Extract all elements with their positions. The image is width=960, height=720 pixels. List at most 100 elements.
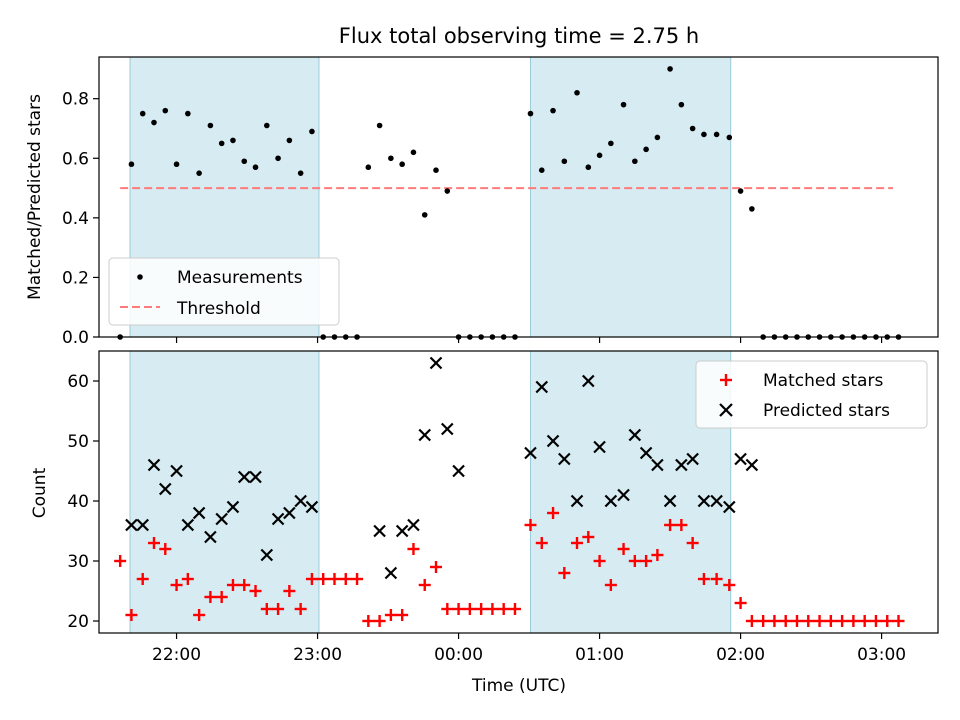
predicted-star-point: [628, 428, 642, 442]
observing-interval-shading-bottom: [129, 350, 732, 634]
x-tick-label: 23:00: [293, 645, 342, 665]
measurement-point: [388, 155, 394, 162]
measurement-point: [252, 164, 259, 171]
predicted-star-point: [452, 464, 465, 478]
predicted-star-point: [237, 470, 251, 484]
predicted-star-point: [429, 356, 443, 370]
predicted-star-point: [283, 506, 296, 520]
predicted-star-point: [181, 518, 195, 532]
matched-star-point: [892, 615, 905, 627]
matched-star-point: [802, 615, 815, 627]
predicted-star-point: [651, 458, 664, 472]
predicted-star-point: [570, 494, 584, 508]
matched-star-point: [362, 615, 375, 627]
predicted-star-point: [441, 422, 454, 436]
matched-star-point: [497, 603, 510, 615]
matched-star-point: [396, 609, 409, 621]
predicted-star-point: [734, 452, 747, 466]
predicted-star-point: [373, 524, 386, 538]
measurement-point: [596, 152, 603, 159]
y-tick-label: 0.4: [62, 209, 89, 229]
predicted-star-point: [604, 494, 618, 508]
matched-star-point: [640, 555, 653, 567]
measurement-point: [643, 146, 649, 153]
legend-label-matched: Matched stars: [763, 371, 883, 391]
top-y-axis-ticks: 0.0 0.2 0.4 0.6 0.8: [62, 90, 99, 348]
measurement-point: [162, 107, 169, 114]
measurement-point: [620, 101, 627, 108]
matched-star-point: [628, 555, 641, 567]
legend-marker-matched: [720, 374, 732, 386]
matched-star-point: [136, 573, 149, 585]
matched-star-point: [508, 603, 521, 615]
measurement-point: [399, 161, 405, 168]
predicted-star-point: [710, 494, 723, 508]
matched-star-point: [593, 555, 606, 567]
measurement-point: [173, 161, 180, 168]
top-legend: Measurements Threshold: [108, 257, 340, 326]
matched-star-point: [651, 549, 664, 561]
matched-star-point: [869, 615, 882, 627]
predicted-star-point: [125, 518, 138, 532]
measurement-point: [433, 167, 439, 173]
predicted-star-markers: [125, 356, 759, 580]
matched-star-point: [317, 573, 330, 585]
measurement-point: [654, 134, 661, 141]
matched-star-point: [328, 573, 341, 585]
matched-star-point: [452, 603, 465, 615]
matched-star-point: [790, 615, 803, 627]
matched-star-point: [547, 507, 560, 519]
bottom-plot-frame: [98, 350, 939, 634]
y-tick-label: 0.6: [62, 149, 89, 169]
matched-star-point: [407, 543, 420, 555]
matched-star-point: [836, 615, 849, 627]
measurement-point: [286, 137, 293, 144]
measurement-point: [538, 167, 545, 173]
measurement-point: [275, 155, 281, 162]
measurement-point: [737, 188, 744, 194]
predicted-star-point: [395, 524, 409, 538]
matched-star-point: [675, 519, 688, 531]
matched-star-point: [147, 537, 160, 549]
measurement-point: [241, 158, 248, 165]
matched-star-point: [114, 555, 127, 567]
y-tick-label: 40: [67, 492, 89, 512]
measurement-point: [196, 170, 202, 176]
legend-label-measurements: Measurements: [177, 268, 303, 288]
measurement-point: [264, 122, 270, 129]
y-tick-label: 50: [67, 432, 89, 452]
x-tick-label: 02:00: [716, 645, 765, 665]
predicted-star-point: [593, 440, 606, 454]
measurement-point: [421, 212, 428, 218]
x-tick-label: 03:00: [857, 645, 906, 665]
predicted-star-point: [384, 566, 398, 580]
predicted-star-point: [558, 452, 571, 466]
predicted-star-point: [260, 548, 274, 562]
predicted-star-point: [546, 434, 560, 448]
matched-star-point: [486, 603, 499, 615]
y-tick-label: 0.0: [62, 328, 89, 348]
matched-star-point: [463, 603, 476, 615]
matched-star-point: [824, 615, 837, 627]
matched-star-point: [847, 615, 860, 627]
x-axis-label: Time (UTC): [471, 676, 566, 696]
measurement-point: [632, 158, 638, 165]
matched-star-point: [294, 603, 307, 615]
measurement-point: [726, 134, 733, 141]
measurement-point: [365, 164, 372, 171]
predicted-star-point: [271, 512, 285, 526]
x-tick-label: 01:00: [575, 645, 624, 665]
matched-star-point: [204, 591, 217, 603]
matched-star-point: [686, 537, 699, 549]
measurement-point: [151, 119, 157, 126]
predicted-star-point: [663, 494, 677, 508]
measurement-point: [667, 66, 673, 72]
measurement-point: [561, 158, 568, 165]
matched-star-point: [779, 615, 792, 627]
matched-star-point: [226, 579, 239, 591]
measurement-point: [713, 131, 720, 138]
bottom-x-axis-ticks: 22:00 23:00 00:00 01:00 02:00 03:00: [152, 633, 906, 665]
y-tick-label: 0.8: [62, 90, 89, 110]
predicted-star-point: [147, 458, 161, 472]
